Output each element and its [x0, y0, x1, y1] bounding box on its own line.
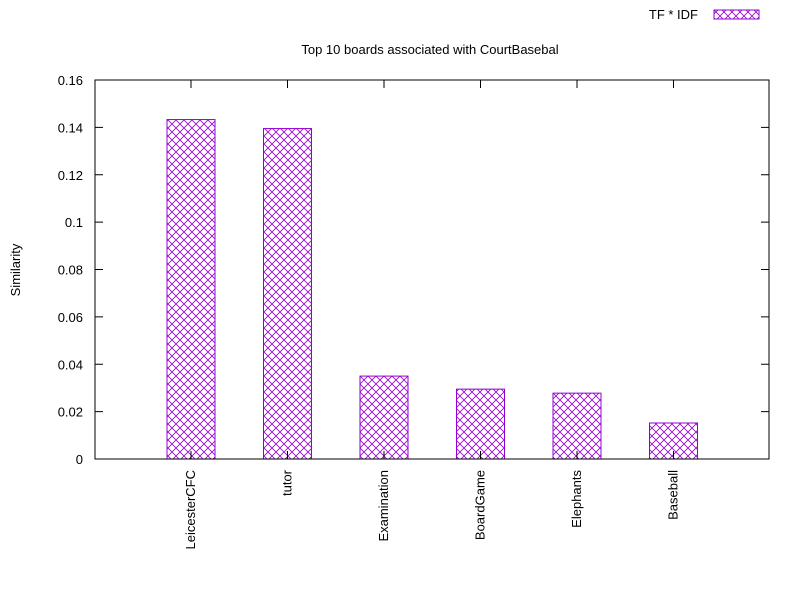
y-tick-label: 0.12 — [58, 168, 83, 183]
y-tick-label: 0.1 — [65, 215, 83, 230]
bars-layer — [166, 119, 698, 460]
y-tick-label: 0.02 — [58, 405, 83, 420]
bar-examination — [359, 375, 409, 460]
bar-tutor — [263, 128, 312, 460]
y-tick-label: 0.06 — [58, 310, 83, 325]
x-tick-label: BoardGame — [473, 470, 488, 540]
y-axis-label: Similarity — [8, 243, 23, 296]
y-tick-label: 0.16 — [58, 73, 83, 88]
chart-title: Top 10 boards associated with CourtBaseb… — [301, 42, 558, 57]
y-tick-label: 0 — [76, 452, 83, 467]
y-tick-label: 0.04 — [58, 357, 83, 372]
legend: TF * IDF — [649, 7, 760, 22]
bar-boardgame — [456, 388, 505, 460]
ticks-layer: 0 0.02 0.04 0.06 0.08 0.1 0.12 0.14 0.16 Leiceste… — [58, 73, 769, 549]
y-tick-label: 0.14 — [58, 120, 83, 135]
legend-label: TF * IDF — [649, 7, 698, 22]
x-tick-label: LeicesterCFC — [183, 470, 198, 549]
x-tick-label: Elephants — [569, 470, 584, 528]
bar-leicestercfc — [166, 119, 216, 460]
x-tick-label: tutor — [280, 469, 295, 496]
legend-swatch — [713, 9, 760, 20]
bar-elephants — [552, 392, 602, 460]
x-tick-label: Baseball — [666, 470, 681, 520]
x-tick-label: Examination — [376, 470, 391, 542]
y-tick-label: 0.08 — [58, 263, 83, 278]
